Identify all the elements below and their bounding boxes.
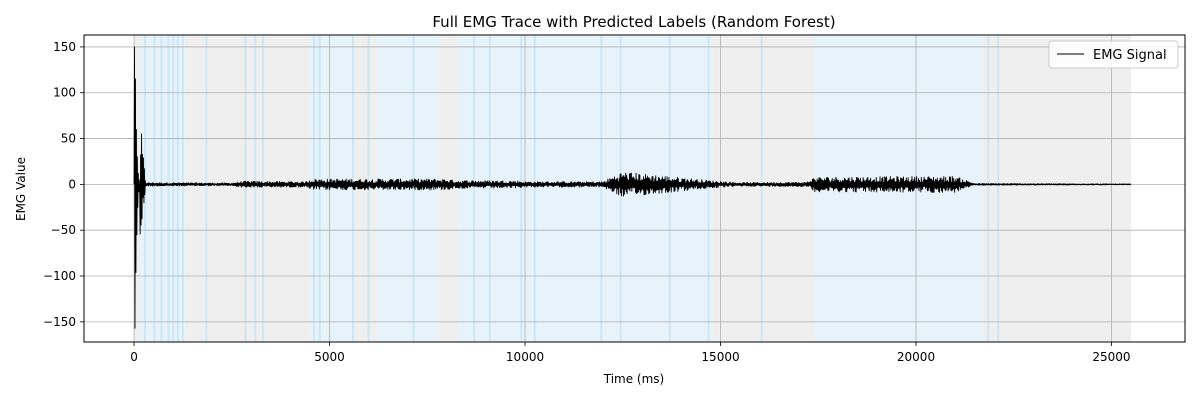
region-active	[376, 35, 440, 342]
x-tick-label: 25000	[1092, 350, 1130, 364]
legend-box	[1048, 40, 1179, 69]
x-tick-label: 10000	[506, 350, 544, 364]
region-rest	[982, 35, 1132, 342]
y-axis-ticks: −150 −100 −50 0 50 100 150	[43, 40, 84, 329]
plot-frame	[83, 34, 1186, 343]
label-separators	[143, 35, 1000, 342]
region-rest	[184, 35, 310, 342]
region-active	[458, 35, 541, 342]
legend: EMG Signal	[1048, 40, 1179, 69]
y-tick-label: −150	[43, 315, 76, 329]
x-axis-ticks: 0 5000 10000 15000 20000 25000	[130, 342, 1131, 364]
chart-title: Full EMG Trace with Predicted Labels (Ra…	[432, 13, 835, 31]
x-tick-label: 0	[130, 350, 138, 364]
x-tick-label: 20000	[897, 350, 935, 364]
x-axis-label: Time (ms)	[603, 372, 665, 386]
y-tick-label: 0	[68, 177, 76, 191]
emg-signal-line	[133, 46, 1132, 329]
y-axis-label: EMG Value	[14, 157, 28, 221]
y-tick-label: −50	[51, 223, 76, 237]
label-regions	[134, 35, 1132, 342]
x-tick-label: 15000	[701, 350, 739, 364]
x-tick-label: 5000	[314, 350, 345, 364]
y-tick-label: 100	[53, 86, 76, 100]
region-rest	[712, 35, 815, 342]
y-tick-label: −100	[43, 269, 76, 283]
emg-trace	[133, 46, 1132, 329]
y-tick-label: 150	[53, 40, 76, 54]
y-tick-label: 50	[61, 132, 76, 146]
legend-entry: EMG Signal	[1093, 48, 1167, 63]
